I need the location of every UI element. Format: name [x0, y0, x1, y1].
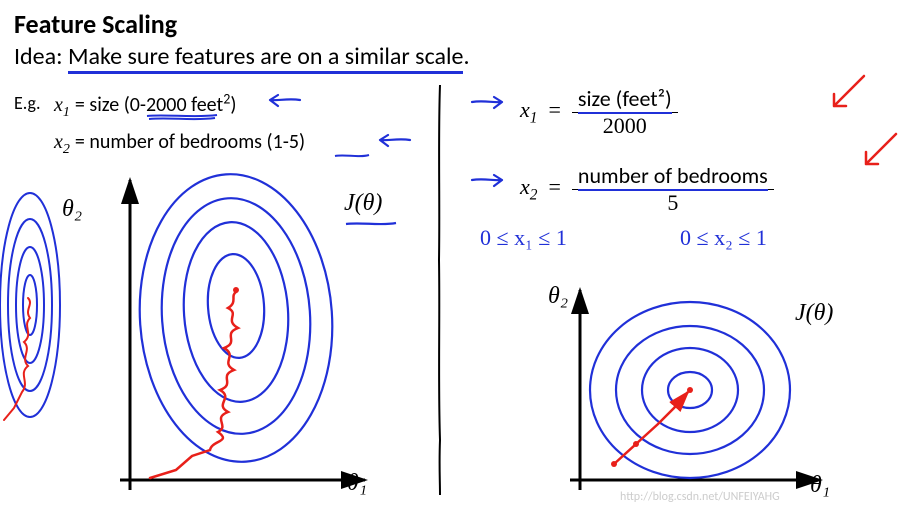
grad-dot-2: [633, 441, 639, 447]
right-plot: [0, 0, 909, 511]
watermark: http://blog.csdn.net/UNFEIYAHG: [620, 490, 780, 504]
grad-dot-1: [611, 461, 617, 467]
